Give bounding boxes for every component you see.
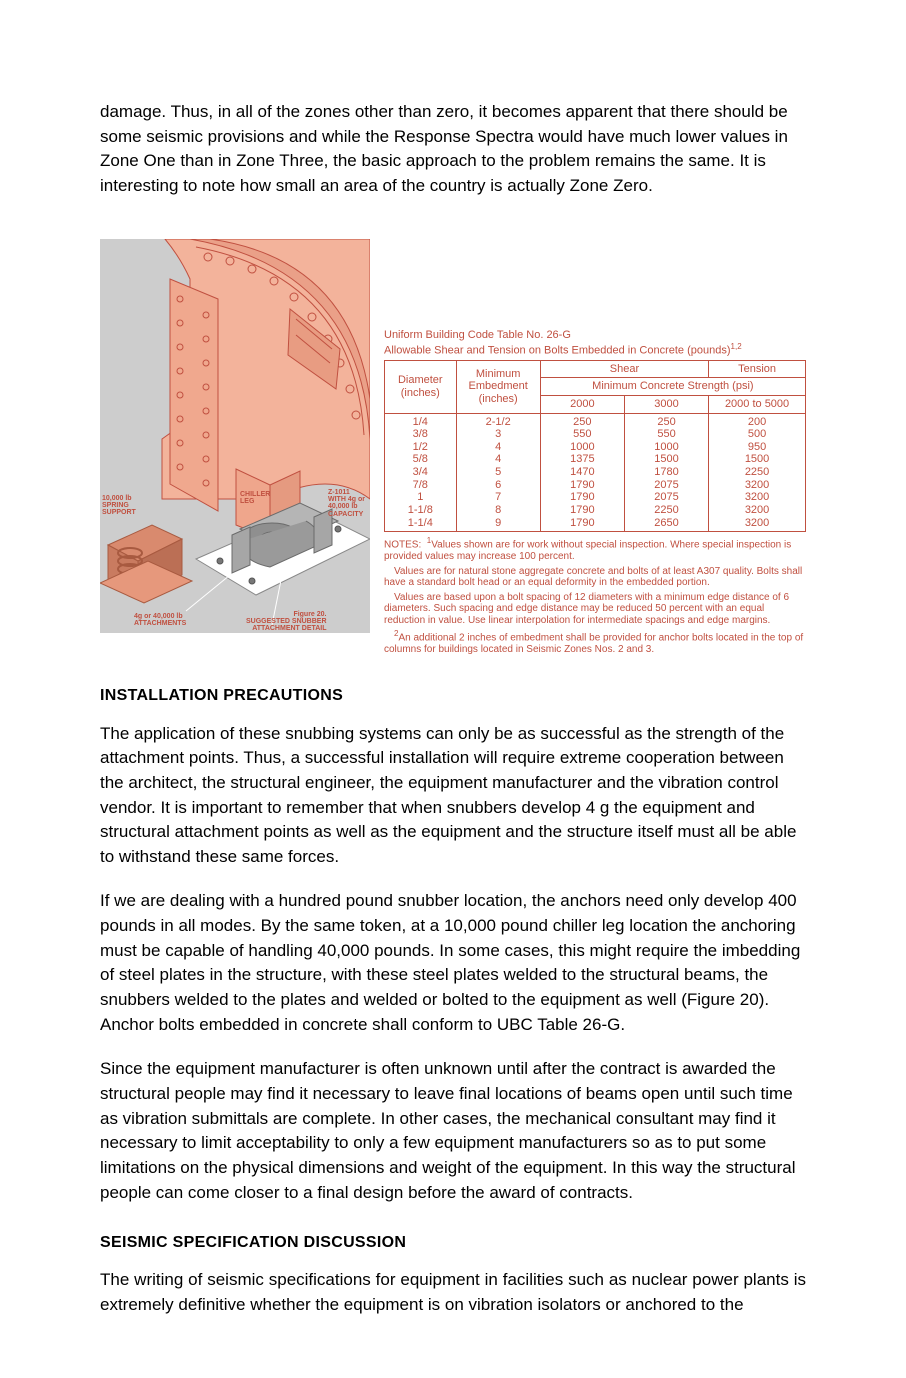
table-title-line1: Uniform Building Code Table No. 26-G [384, 329, 571, 341]
col-shear: Shear [540, 360, 708, 378]
table-title-line2: Allowable Shear and Tension on Bolts Emb… [384, 344, 731, 356]
table-notes: NOTES: 1Values shown are for work withou… [384, 536, 806, 655]
intro-paragraph: damage. Thus, in all of the zones other … [100, 100, 806, 199]
table-title-sup: 1,2 [731, 342, 742, 351]
label-spring-support: 10,000 lbSPRINGSUPPORT [102, 495, 136, 517]
note1c: Values are based upon a bolt spacing of … [384, 592, 806, 627]
table-col-e: 2-1/234456789 [456, 413, 540, 532]
subcol-2000: 2000 [540, 395, 624, 413]
figure-caption: Figure 20.SUGGESTED SNUBBERATTACHMENT DE… [246, 611, 327, 633]
figure-20-illustration: 10,000 lbSPRINGSUPPORT CHILLERLEG Z-1011… [100, 239, 370, 633]
ubc-table-block: Uniform Building Code Table No. 26-G All… [384, 239, 806, 659]
note2: An additional 2 inches of embedment shal… [384, 632, 803, 655]
col-embedment: MinimumEmbedment(inches) [456, 360, 540, 413]
table-col-s2: 2505501000150017802075207522502650 [624, 413, 708, 532]
para-3: Since the equipment manufacturer is ofte… [100, 1057, 806, 1205]
label-chiller-leg: CHILLERLEG [240, 491, 270, 506]
label-attachments: 4g or 40,000 lbATTACHMENTS [134, 613, 186, 628]
para-2: If we are dealing with a hundred pound s… [100, 889, 806, 1037]
table-col-s1: 2505501000137514701790179017901790 [540, 413, 624, 532]
para-4: The writing of seismic specifications fo… [100, 1268, 806, 1317]
subhead-strength: Minimum Concrete Strength (psi) [540, 378, 805, 396]
table-title: Uniform Building Code Table No. 26-G All… [384, 329, 806, 358]
label-z1011: Z-1011WITH 4g or40,000 lbCAPACITY [328, 489, 365, 518]
notes-label: NOTES: [384, 540, 421, 551]
subcol-3000: 3000 [624, 395, 708, 413]
table-col-t: 200500950150022503200320032003200 [709, 413, 806, 532]
heading-installation: INSTALLATION PRECAUTIONS [100, 684, 806, 707]
para-1: The application of these snubbing system… [100, 722, 806, 870]
figure-and-table-row: 10,000 lbSPRINGSUPPORT CHILLERLEG Z-1011… [100, 239, 806, 659]
ubc-table: Diameter(inches) MinimumEmbedment(inches… [384, 360, 806, 533]
note1b: Values are for natural stone aggregate c… [384, 566, 806, 589]
table-col-d: 1/43/81/25/83/47/811-1/81-1/4 [385, 413, 457, 532]
heading-seismic: SEISMIC SPECIFICATION DISCUSSION [100, 1231, 806, 1254]
col-diameter: Diameter(inches) [385, 360, 457, 413]
note1a: Values shown are for work without specia… [384, 540, 791, 563]
col-tension: Tension [709, 360, 806, 378]
subcol-2000-5000: 2000 to 5000 [709, 395, 806, 413]
